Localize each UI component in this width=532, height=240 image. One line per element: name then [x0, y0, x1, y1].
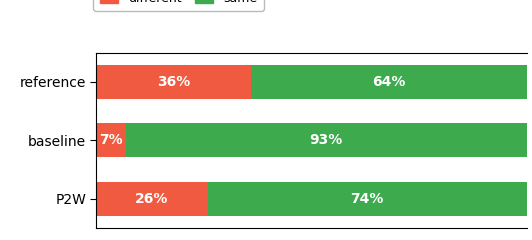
Legend: different, same: different, same [94, 0, 264, 11]
Bar [96, 123, 126, 157]
Bar [96, 182, 208, 216]
Text: 74%: 74% [351, 192, 384, 206]
Bar [126, 123, 527, 157]
Text: 36%: 36% [157, 75, 190, 89]
Bar [251, 65, 527, 99]
Text: 93%: 93% [310, 133, 343, 147]
Text: 26%: 26% [135, 192, 169, 206]
Bar [96, 65, 251, 99]
Text: 7%: 7% [99, 133, 123, 147]
Text: 64%: 64% [372, 75, 405, 89]
Bar [208, 182, 527, 216]
